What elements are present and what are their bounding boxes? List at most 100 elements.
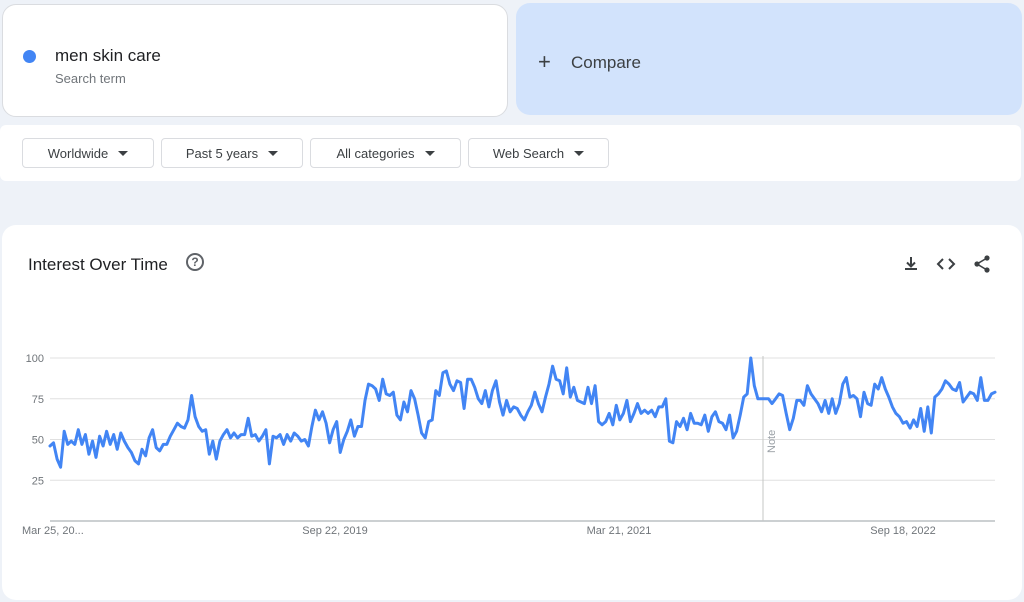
data-point[interactable] — [61, 428, 68, 435]
data-point[interactable] — [843, 374, 850, 381]
data-point[interactable] — [54, 456, 61, 463]
data-point[interactable] — [89, 438, 96, 445]
data-point[interactable] — [85, 451, 92, 458]
data-point[interactable] — [277, 431, 284, 438]
data-point[interactable] — [687, 410, 694, 417]
data-point[interactable] — [779, 392, 786, 399]
data-point[interactable] — [680, 415, 687, 422]
data-point[interactable] — [411, 395, 418, 402]
region-filter-dropdown[interactable]: Worldwide — [22, 138, 154, 168]
data-point[interactable] — [853, 395, 860, 402]
data-point[interactable] — [747, 354, 754, 361]
share-icon[interactable] — [972, 254, 992, 274]
data-point[interactable] — [333, 418, 340, 425]
data-point[interactable] — [146, 434, 153, 441]
data-point[interactable] — [896, 413, 903, 420]
data-point[interactable] — [170, 426, 177, 433]
data-point[interactable] — [545, 381, 552, 388]
data-point[interactable] — [588, 400, 595, 407]
series-line[interactable] — [48, 356, 997, 469]
data-point[interactable] — [450, 387, 457, 394]
data-point[interactable] — [241, 431, 248, 438]
data-point[interactable] — [496, 398, 503, 405]
data-point[interactable] — [323, 420, 330, 427]
data-point[interactable] — [415, 412, 422, 419]
data-point[interactable] — [733, 428, 740, 435]
data-point[interactable] — [57, 464, 64, 471]
data-point[interactable] — [202, 426, 209, 433]
data-point[interactable] — [602, 418, 609, 425]
data-point[interactable] — [744, 390, 751, 397]
data-point[interactable] — [209, 438, 216, 445]
data-point[interactable] — [623, 397, 630, 404]
data-point[interactable] — [970, 390, 977, 397]
data-point[interactable] — [684, 426, 691, 433]
data-point[interactable] — [192, 413, 199, 420]
data-point[interactable] — [991, 389, 998, 396]
data-point[interactable] — [857, 413, 864, 420]
data-point[interactable] — [953, 387, 960, 394]
data-point[interactable] — [312, 407, 319, 414]
data-point[interactable] — [556, 377, 563, 384]
data-point[interactable] — [659, 403, 666, 410]
data-point[interactable] — [471, 384, 478, 391]
data-point[interactable] — [78, 441, 85, 448]
data-point[interactable] — [669, 439, 676, 446]
data-point[interactable] — [882, 385, 889, 392]
note-label[interactable]: Note — [766, 430, 778, 453]
data-point[interactable] — [730, 434, 737, 441]
data-point[interactable] — [836, 400, 843, 407]
data-point[interactable] — [156, 447, 163, 454]
data-point[interactable] — [521, 416, 528, 423]
data-point[interactable] — [592, 382, 599, 389]
data-point[interactable] — [839, 381, 846, 388]
data-point[interactable] — [878, 374, 885, 381]
data-point[interactable] — [216, 438, 223, 445]
search-term-card[interactable]: men skin care Search term — [2, 4, 508, 117]
data-point[interactable] — [910, 416, 917, 423]
data-point[interactable] — [315, 416, 322, 423]
data-point[interactable] — [613, 402, 620, 409]
data-point[interactable] — [938, 385, 945, 392]
data-point[interactable] — [630, 410, 637, 417]
data-point[interactable] — [82, 431, 89, 438]
data-point[interactable] — [482, 387, 489, 394]
data-point[interactable] — [549, 363, 556, 370]
data-point[interactable] — [135, 460, 142, 467]
data-point[interactable] — [107, 441, 114, 448]
data-point[interactable] — [701, 412, 708, 419]
data-point[interactable] — [407, 387, 414, 394]
data-point[interactable] — [503, 397, 510, 404]
data-point[interactable] — [223, 426, 230, 433]
search-type-filter-dropdown[interactable]: Web Search — [468, 138, 609, 168]
data-point[interactable] — [422, 434, 429, 441]
data-point[interactable] — [722, 426, 729, 433]
data-point[interactable] — [326, 439, 333, 446]
data-point[interactable] — [528, 402, 535, 409]
data-point[interactable] — [676, 423, 683, 430]
data-point[interactable] — [379, 376, 386, 383]
data-point[interactable] — [206, 451, 213, 458]
data-point[interactable] — [351, 433, 358, 440]
data-point[interactable] — [50, 439, 57, 446]
data-point[interactable] — [818, 408, 825, 415]
data-point[interactable] — [75, 426, 82, 433]
data-point[interactable] — [436, 392, 443, 399]
data-point[interactable] — [319, 408, 326, 415]
data-point[interactable] — [783, 410, 790, 417]
data-point[interactable] — [917, 405, 924, 412]
data-point[interactable] — [358, 423, 365, 430]
data-point[interactable] — [468, 376, 475, 383]
data-point[interactable] — [814, 400, 821, 407]
data-point[interactable] — [514, 405, 521, 412]
data-point[interactable] — [737, 412, 744, 419]
data-point[interactable] — [698, 421, 705, 428]
data-point[interactable] — [138, 446, 145, 453]
time-range-filter-dropdown[interactable]: Past 5 years — [161, 138, 303, 168]
data-point[interactable] — [284, 431, 291, 438]
data-point[interactable] — [308, 423, 315, 430]
data-point[interactable] — [213, 456, 220, 463]
data-point[interactable] — [492, 377, 499, 384]
data-point[interactable] — [397, 416, 404, 423]
data-point[interactable] — [705, 428, 712, 435]
